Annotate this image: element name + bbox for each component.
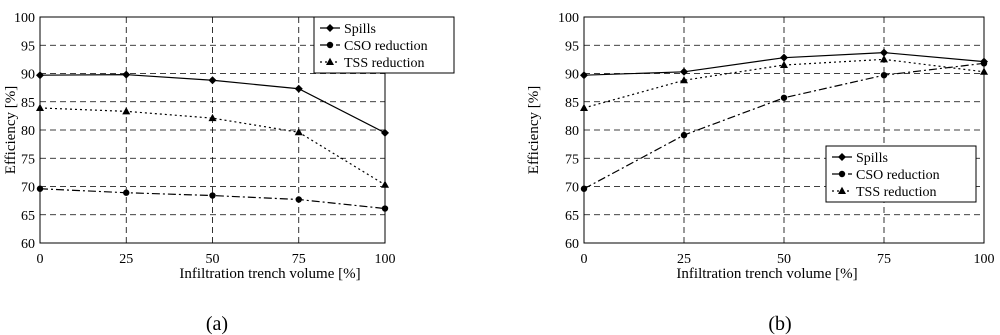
series-cso-reduction [36, 185, 389, 212]
y-tick-label: 70 [565, 181, 579, 196]
panel-label: (b) [768, 313, 791, 335]
chart-panel-2: 60 65 70 75 80 85 90 95 100 0 25 50 75 100 Infiltratio… [526, 11, 995, 335]
y-tick-label: 95 [21, 39, 35, 54]
x-axis-label: Infiltration trench volume [%] [179, 266, 360, 282]
legend-entry: Spills [344, 22, 376, 37]
legend: Spills CSO reduction TSS reduction [825, 145, 977, 203]
y-tick-label: 65 [21, 209, 35, 224]
x-tick-label: 100 [974, 252, 995, 267]
data-point [294, 84, 303, 93]
legend-marker [838, 186, 846, 194]
data-point [680, 76, 688, 84]
data-point [680, 131, 688, 139]
y-tick-label: 95 [565, 39, 579, 54]
y-tick-label: 70 [21, 181, 35, 196]
data-point [36, 103, 44, 111]
data-point [294, 128, 303, 136]
x-tick-label: 50 [206, 252, 220, 267]
chart-panel-1: 60 65 70 75 80 85 90 95 100 0 25 50 75 100 Infiltratio… [3, 11, 455, 335]
data-point [580, 185, 588, 192]
x-tick-label: 25 [119, 252, 133, 267]
data-point [209, 192, 216, 199]
y-tick-label: 75 [565, 152, 579, 167]
data-point [381, 180, 389, 188]
y-tick-label: 65 [565, 209, 579, 224]
data-point [780, 53, 788, 62]
y-tick-label: 80 [565, 124, 579, 139]
y-axis-label: Efficiency [%] [526, 86, 542, 174]
data-point [580, 103, 588, 111]
data-point [780, 94, 788, 101]
series-tss-reduction [36, 103, 389, 188]
y-tick-label: 75 [21, 152, 35, 167]
data-point [780, 60, 788, 69]
y-tick-label: 60 [21, 237, 35, 252]
legend-entry: Spills [856, 151, 888, 166]
data-point [880, 48, 888, 57]
y-tick-label: 100 [558, 11, 579, 26]
data-point [122, 107, 131, 115]
y-axis-label: Efficiency [%] [3, 86, 19, 174]
legend-marker [838, 170, 846, 178]
y-tick-label: 85 [565, 96, 579, 111]
legend-entry: TSS reduction [344, 56, 425, 71]
legend-marker [326, 57, 334, 65]
legend-marker [326, 24, 334, 32]
x-axis-label: Infiltration trench volume [%] [676, 266, 857, 282]
data-point [980, 60, 988, 67]
x-tick-label: 0 [37, 252, 44, 267]
legend-marker [326, 41, 334, 49]
x-tick-label: 25 [677, 252, 691, 267]
y-tick-label: 85 [21, 96, 35, 111]
series-tss-reduction [580, 55, 988, 111]
y-tick-label: 90 [565, 68, 579, 83]
data-point [208, 76, 217, 85]
x-tick-label: 100 [375, 252, 396, 267]
y-tick-label: 100 [14, 11, 35, 26]
data-point [123, 189, 130, 196]
data-point [381, 205, 389, 212]
series-spills [580, 48, 988, 80]
series-spills [36, 70, 389, 137]
data-point [580, 71, 588, 80]
series-cso-reduction [580, 60, 988, 192]
data-point [880, 55, 888, 63]
legend-entry: CSO reduction [856, 168, 940, 183]
data-point [980, 67, 988, 75]
data-point [208, 113, 217, 122]
x-tick-label: 75 [292, 252, 306, 267]
data-point [680, 67, 688, 76]
data-point [122, 70, 131, 79]
legend-entry: CSO reduction [344, 39, 428, 54]
x-tick-label: 50 [777, 252, 791, 267]
legend-entry: TSS reduction [856, 185, 937, 200]
y-tick-label: 80 [21, 124, 35, 139]
legend-marker [838, 153, 846, 161]
data-point [295, 196, 302, 203]
data-point [36, 71, 44, 80]
panel-label: (a) [206, 313, 228, 335]
data-point [880, 71, 888, 79]
y-tick-label: 60 [565, 237, 579, 252]
data-point [36, 185, 44, 192]
x-tick-label: 0 [581, 252, 588, 267]
y-tick-label: 90 [21, 68, 35, 83]
x-tick-label: 75 [877, 252, 891, 267]
data-point [381, 128, 389, 137]
legend: Spills CSO reduction TSS reduction [313, 16, 455, 74]
